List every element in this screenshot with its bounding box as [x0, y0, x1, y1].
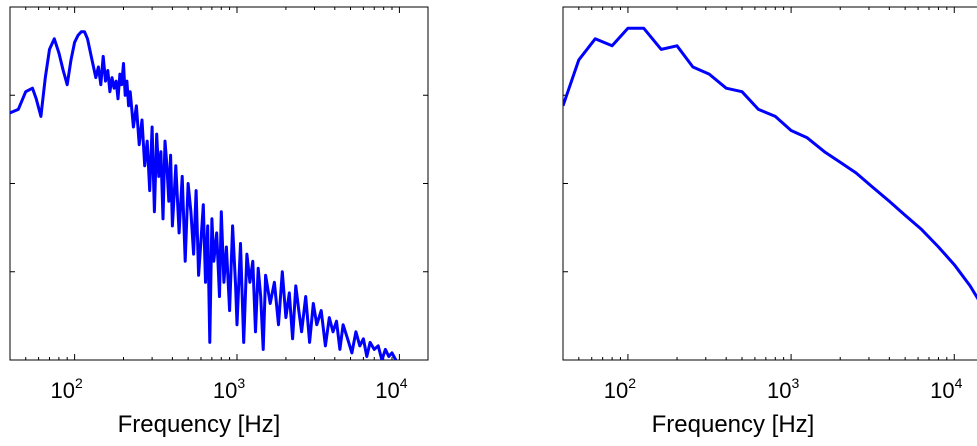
x-axis-label: Frequency [Hz]: [118, 411, 281, 438]
x-axis-label: Frequency [Hz]: [652, 411, 815, 438]
axes-frame: [9, 6, 429, 361]
x-tick-label-0: 102: [604, 375, 636, 403]
x-tick-label-0: 102: [50, 375, 82, 403]
x-tick-label-1: 103: [767, 375, 799, 403]
series-line-0: [563, 26, 977, 301]
series-line-0: [10, 30, 398, 360]
x-tick-label-2: 104: [375, 375, 407, 403]
x-tick-label-1: 103: [213, 375, 245, 403]
x-tick-label-2: 104: [930, 375, 962, 403]
left-plot: 102 103 104 Frequency [Hz]: [9, 6, 429, 438]
right-plot: 102 103 104 Frequency [Hz]: [562, 6, 977, 438]
axes-frame: [562, 6, 977, 361]
